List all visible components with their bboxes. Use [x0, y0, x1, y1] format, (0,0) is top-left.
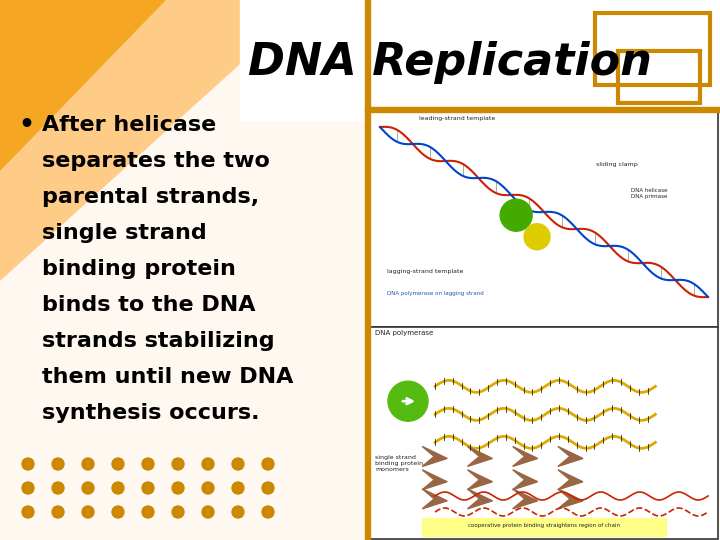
Circle shape: [52, 506, 64, 518]
Circle shape: [202, 506, 214, 518]
Polygon shape: [0, 0, 310, 280]
Circle shape: [262, 506, 274, 518]
Bar: [422, 518, 666, 536]
Bar: [370, 112, 718, 327]
Bar: [595, 13, 710, 85]
Polygon shape: [513, 447, 538, 467]
Circle shape: [82, 506, 94, 518]
Circle shape: [172, 482, 184, 494]
Polygon shape: [422, 447, 447, 467]
Circle shape: [524, 224, 550, 249]
Circle shape: [500, 199, 532, 231]
Text: leading-strand template: leading-strand template: [419, 116, 495, 121]
Bar: [370, 327, 718, 539]
Polygon shape: [558, 489, 583, 509]
Circle shape: [82, 458, 94, 470]
Circle shape: [232, 458, 244, 470]
Text: separates the two: separates the two: [42, 151, 270, 171]
Circle shape: [112, 458, 124, 470]
Bar: [618, 51, 700, 103]
Circle shape: [202, 482, 214, 494]
Polygon shape: [422, 470, 447, 490]
Circle shape: [22, 482, 34, 494]
Circle shape: [232, 482, 244, 494]
Circle shape: [52, 482, 64, 494]
Text: binding protein: binding protein: [42, 259, 236, 279]
Polygon shape: [467, 489, 492, 509]
Bar: [240, 0, 720, 120]
Circle shape: [22, 506, 34, 518]
Text: DNA helicase
DNA primase: DNA helicase DNA primase: [631, 188, 667, 199]
Circle shape: [112, 482, 124, 494]
Polygon shape: [467, 470, 492, 490]
Circle shape: [232, 506, 244, 518]
Text: cooperative protein binding straightens region of chain: cooperative protein binding straightens …: [468, 523, 620, 528]
Text: DNA polymerase: DNA polymerase: [375, 330, 433, 336]
Circle shape: [262, 458, 274, 470]
Text: DNA polymerase on lagging strand: DNA polymerase on lagging strand: [387, 291, 484, 296]
Polygon shape: [513, 489, 538, 509]
Text: binds to the DNA: binds to the DNA: [42, 295, 256, 315]
Polygon shape: [0, 0, 165, 170]
Text: After helicase: After helicase: [42, 115, 216, 135]
Polygon shape: [513, 470, 538, 490]
Bar: [365, 107, 720, 112]
Text: sliding clamp: sliding clamp: [596, 162, 638, 167]
Text: DNA Replication: DNA Replication: [248, 40, 652, 84]
Text: them until new DNA: them until new DNA: [42, 367, 293, 387]
Bar: [370, 327, 718, 539]
Text: strands stabilizing: strands stabilizing: [42, 331, 274, 351]
Circle shape: [172, 458, 184, 470]
Text: synthesis occurs.: synthesis occurs.: [42, 403, 259, 423]
Bar: [370, 112, 718, 327]
Circle shape: [112, 506, 124, 518]
Text: single strand: single strand: [42, 223, 207, 243]
Polygon shape: [558, 470, 583, 490]
Circle shape: [52, 458, 64, 470]
Circle shape: [142, 506, 154, 518]
Circle shape: [22, 458, 34, 470]
Circle shape: [202, 458, 214, 470]
Text: single strand
binding protein
monomers: single strand binding protein monomers: [375, 455, 423, 472]
Circle shape: [142, 482, 154, 494]
Bar: [365, 0, 370, 540]
Polygon shape: [558, 447, 583, 467]
Polygon shape: [467, 447, 492, 467]
Circle shape: [388, 381, 428, 421]
Circle shape: [262, 482, 274, 494]
Circle shape: [82, 482, 94, 494]
Text: lagging-strand template: lagging-strand template: [387, 269, 464, 274]
Circle shape: [172, 506, 184, 518]
Text: •: •: [18, 113, 34, 137]
Polygon shape: [422, 489, 447, 509]
Circle shape: [142, 458, 154, 470]
Text: parental strands,: parental strands,: [42, 187, 259, 207]
